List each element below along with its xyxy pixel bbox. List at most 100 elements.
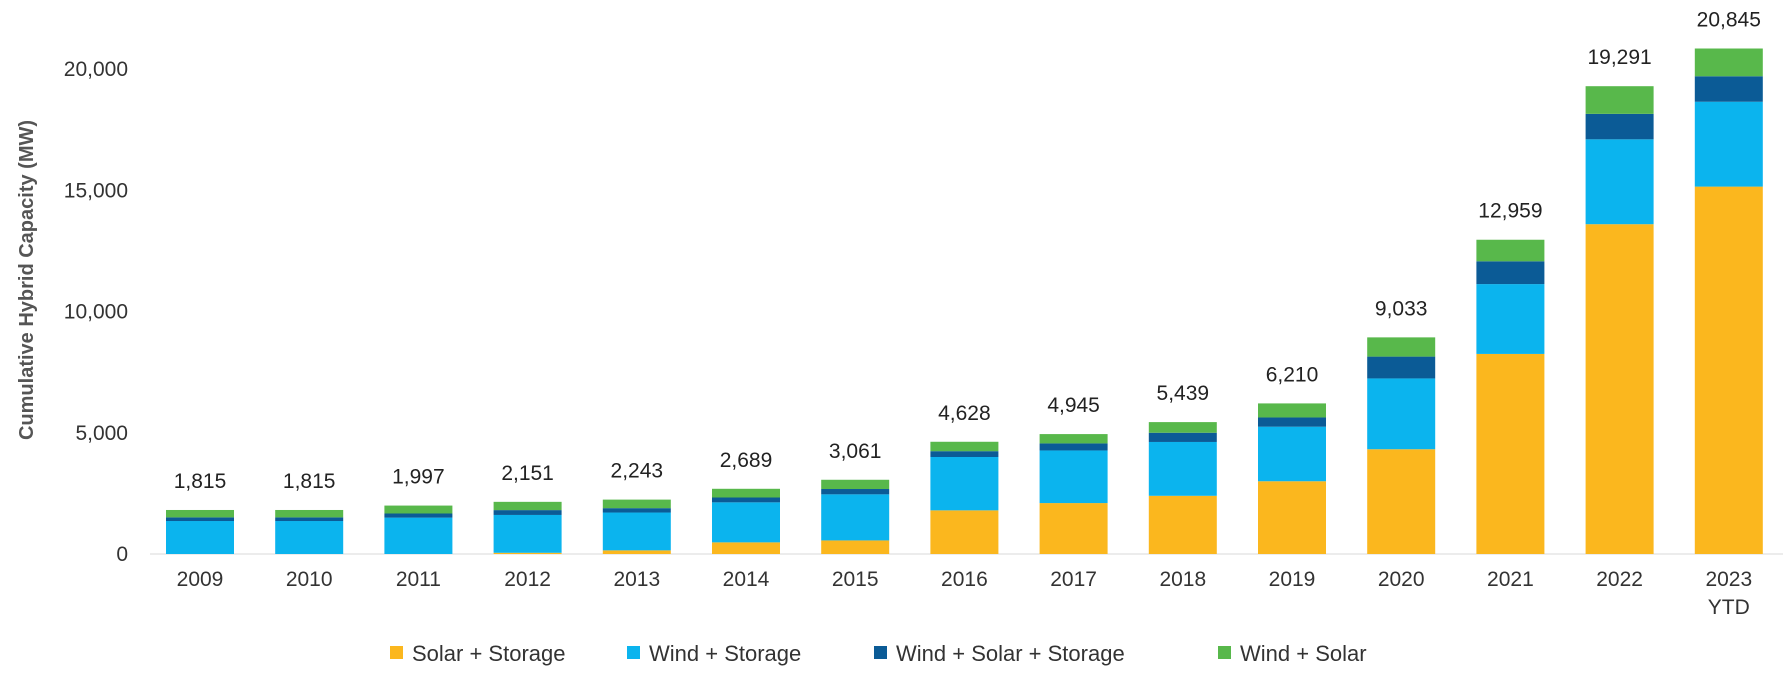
bar-segment-wind-solar-storage [712, 497, 780, 503]
total-label: 20,845 [1697, 9, 1761, 32]
legend: Solar + Storage Wind + Storage Wind + Sola… [390, 641, 1367, 666]
bar-segment-wind-storage [275, 521, 344, 554]
x-tick-label: 2016 [941, 568, 988, 591]
bar-segment-solar-storage [1367, 449, 1436, 554]
bar-segment-wind-solar-storage [1367, 356, 1436, 379]
total-label: 19,291 [1587, 46, 1651, 69]
bar-segment-wind-solar-storage [1039, 443, 1108, 451]
x-tick-label: 2011 [396, 568, 441, 591]
bar-segment-wind-storage [821, 494, 890, 541]
bar-segment-solar-storage [1039, 503, 1108, 554]
bar-segment-wind-solar [712, 488, 780, 498]
total-label: 3,061 [829, 440, 882, 463]
bar-segment-wind-solar [1476, 239, 1545, 262]
bar-segment-wind-solar [1039, 434, 1108, 444]
legend-swatch [390, 646, 403, 659]
bar-segment-wind-solar [275, 509, 344, 518]
total-label: 12,959 [1478, 200, 1542, 223]
x-tick-label: 2019 [1269, 568, 1316, 591]
y-tick-label: 15,000 [64, 179, 128, 202]
bar-segment-solar-storage [1258, 481, 1326, 554]
total-label: 4,945 [1047, 394, 1100, 417]
y-tick-label: 0 [116, 543, 128, 566]
bar-segment-wind-storage [1367, 378, 1436, 450]
total-label: 1,815 [283, 470, 336, 493]
bar-segment-wind-solar [1148, 422, 1217, 433]
bar-segment-solar-storage [1585, 224, 1654, 554]
bar-segment-wind-solar-storage [166, 517, 234, 522]
bar-segment-solar-storage [493, 552, 562, 554]
legend-swatch [627, 646, 640, 659]
total-label: 2,151 [501, 462, 554, 485]
total-label: 1,997 [392, 466, 445, 489]
bar-segment-wind-solar [384, 505, 453, 514]
bar-segment-solar-storage [712, 542, 780, 554]
x-tick-label: 2014 [723, 568, 770, 591]
bar-segment-solar-storage [930, 510, 999, 554]
bars [166, 48, 1763, 555]
bar-segment-wind-solar [493, 501, 562, 511]
x-tick-label: 2023 YTD [1705, 568, 1752, 619]
total-labels: 1,815 1,815 1,997 2,151 2,243 2,689 3,061 4,628… [174, 9, 1761, 493]
total-label: 9,033 [1375, 297, 1428, 320]
bar-segment-solar-storage [1148, 495, 1217, 554]
x-tick-label: 2013 [613, 568, 660, 591]
bar-segment-wind-storage [1585, 139, 1654, 225]
bar-segment-wind-solar [1694, 48, 1763, 77]
total-label: 5,439 [1157, 382, 1210, 405]
y-tick-label: 5,000 [75, 422, 128, 445]
bar-segment-wind-storage [1694, 101, 1763, 187]
bar-segment-wind-solar-storage [1476, 261, 1545, 285]
x-axis: 2009 2010 2011 2012 2013 2014 2015 2016 2017 2018… [177, 568, 1753, 619]
x-tick-label: 2015 [832, 568, 879, 591]
x-tick-label: 2012 [504, 568, 551, 591]
bar-segment-wind-solar-storage [1258, 417, 1326, 427]
bar-segment-wind-solar-storage [1585, 113, 1654, 140]
bar-segment-wind-solar-storage [275, 517, 344, 522]
bar-segment-wind-solar [166, 509, 234, 518]
bar-segment-wind-solar-storage [1694, 76, 1763, 102]
x-tick-label: 2017 [1050, 568, 1097, 591]
bar-segment-wind-storage [1148, 441, 1217, 496]
bar-segment-solar-storage [602, 550, 671, 554]
x-tick-label: 2021 [1487, 568, 1534, 591]
bar-segment-wind-storage [1039, 450, 1108, 504]
bar-segment-wind-solar [602, 499, 671, 509]
bar-segment-solar-storage [1476, 353, 1545, 554]
y-axis: 0 5,000 10,000 15,000 20,000 [64, 58, 128, 566]
bar-segment-wind-storage [384, 517, 453, 554]
total-label: 6,210 [1266, 363, 1319, 386]
bar-segment-wind-storage [930, 457, 999, 511]
bar-segment-wind-storage [166, 521, 234, 554]
bar-segment-wind-storage [602, 512, 671, 551]
bar-segment-wind-solar [930, 441, 999, 452]
legend-label: Wind + Storage [649, 641, 801, 666]
bar-segment-wind-solar [821, 479, 890, 490]
total-label: 1,815 [174, 470, 227, 493]
bar-segment-wind-solar-storage [493, 510, 562, 515]
x-tick-label: 2018 [1159, 568, 1206, 591]
x-tick-label: 2009 [177, 568, 224, 591]
x-tick-label: 2010 [286, 568, 333, 591]
bar-segment-wind-solar [1585, 86, 1654, 114]
bar-segment-wind-solar-storage [602, 508, 671, 513]
bar-segment-wind-storage [1476, 284, 1545, 354]
total-label: 2,689 [720, 449, 773, 472]
bar-segment-wind-storage [493, 514, 562, 553]
total-label: 2,243 [611, 460, 664, 483]
bar-segment-wind-solar-storage [821, 489, 890, 495]
bar-segment-wind-solar [1367, 337, 1436, 357]
bar-segment-wind-storage [1258, 426, 1326, 482]
y-tick-label: 10,000 [64, 301, 128, 324]
bar-segment-wind-solar-storage [930, 451, 999, 457]
x-tick-label: 2020 [1378, 568, 1425, 591]
total-label: 4,628 [938, 402, 991, 425]
legend-swatch [1218, 646, 1231, 659]
bar-segment-wind-storage [712, 502, 780, 543]
legend-swatch [874, 646, 887, 659]
y-axis-label: Cumulative Hybrid Capacity (MW) [16, 120, 38, 440]
bar-segment-solar-storage [821, 540, 890, 554]
legend-label: Wind + Solar + Storage [896, 641, 1125, 666]
y-tick-label: 20,000 [64, 58, 128, 81]
